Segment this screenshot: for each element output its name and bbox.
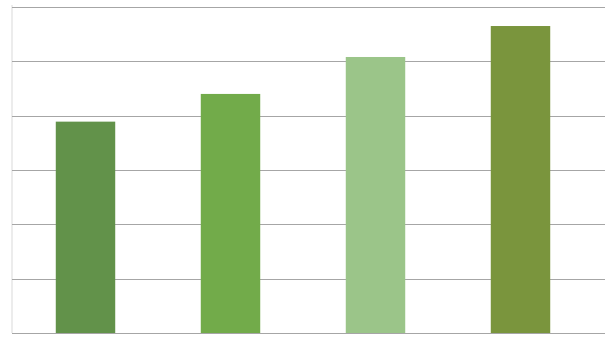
bar <box>490 26 551 334</box>
bar <box>345 56 406 334</box>
bar <box>55 121 116 333</box>
bar <box>200 93 261 333</box>
